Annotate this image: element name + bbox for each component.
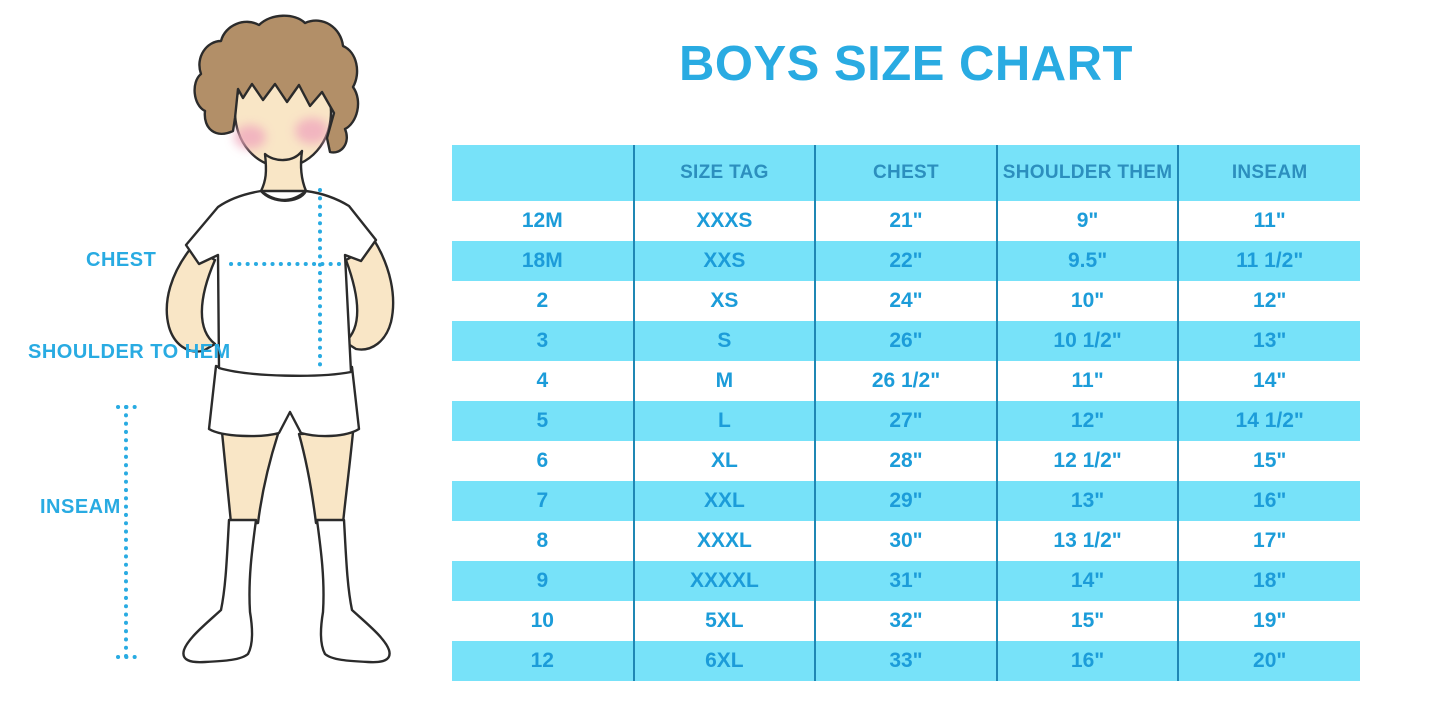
size-cell: 10 <box>530 609 554 632</box>
hair <box>193 14 360 154</box>
size-table-header: SIZE TAG CHEST SHOULDER THEM INSEAM <box>452 145 1360 201</box>
value-cell: 20" <box>1177 641 1360 681</box>
value-cell: M <box>632 361 816 401</box>
value-cell: XXL <box>632 481 816 521</box>
value-cell: 9.5" <box>995 241 1179 281</box>
value-cell: 26" <box>814 321 997 361</box>
value-cell: 27" <box>814 401 997 441</box>
size-cell: 18M <box>452 241 634 281</box>
value-cell: 13 1/2" <box>995 521 1179 561</box>
value-cell: 11" <box>995 361 1179 401</box>
value-cell: S <box>632 321 816 361</box>
boy-illustration <box>116 14 395 664</box>
cheek-right <box>295 118 329 144</box>
value-cell: XL <box>632 441 816 481</box>
size-table: SIZE TAG CHEST SHOULDER THEM INSEAM 12M XXXS… <box>452 145 1360 681</box>
table-row: 10 5XL 32" 15" 19" <box>452 601 1360 641</box>
chest-label: CHEST <box>86 249 157 271</box>
table-row: 2 XS 24" 10" 12" <box>452 281 1360 321</box>
header-cell: INSEAM <box>1177 145 1360 201</box>
value-cell: 29" <box>814 481 997 521</box>
value-cell: 33" <box>814 641 997 681</box>
size-cell: 3 <box>452 321 634 361</box>
table-row: 12 6XL 33" 16" 20" <box>452 641 1360 681</box>
value-cell: 12 1/2" <box>995 441 1179 481</box>
value-cell: XXXL <box>632 521 816 561</box>
value-cell: 11 1/2" <box>1177 241 1360 281</box>
value-cell: 14" <box>995 561 1179 601</box>
size-table-body: 12M XXXS 21" 9" 11" 18M XXS 22" 9.5" 11 1/2" 2 XS 24… <box>452 201 1360 681</box>
neck <box>259 149 308 193</box>
value-cell: 28" <box>814 441 997 481</box>
value-cell: 12" <box>995 401 1179 441</box>
table-row: 6 XL 28" 12 1/2" 15" <box>452 441 1360 481</box>
value-cell: XS <box>632 281 816 321</box>
value-cell: 12" <box>1177 281 1360 321</box>
value-cell: 13" <box>995 481 1179 521</box>
value-cell: XXXS <box>632 201 816 241</box>
size-cell: 12 <box>452 641 634 681</box>
size-cell: 9 <box>452 561 634 601</box>
value-cell: L <box>632 401 816 441</box>
value-cell: 13" <box>1177 321 1360 361</box>
value-cell: 11" <box>1177 201 1360 241</box>
table-row: 4 M 26 1/2" 11" 14" <box>452 361 1360 401</box>
value-cell: 5XL <box>632 601 816 641</box>
header-cell-empty <box>452 145 634 201</box>
value-cell: 21" <box>814 201 997 241</box>
inseam-label: INSEAM <box>40 496 121 518</box>
size-cell: 5 <box>452 401 634 441</box>
shoulder-to-hem-label: SHOULDER TO HEM <box>28 341 231 363</box>
size-cell: 6 <box>536 449 549 472</box>
right-leg <box>297 430 355 525</box>
right-sock <box>315 518 391 664</box>
value-cell: XXS <box>632 241 816 281</box>
value-cell: 18" <box>1177 561 1360 601</box>
collar-line <box>260 190 307 202</box>
table-row: 9 XXXXL 31" 14" 18" <box>452 561 1360 601</box>
header-cell: CHEST <box>814 145 997 201</box>
inseam-measure-line <box>116 405 144 659</box>
left-sock <box>182 518 258 664</box>
table-row: 7 XXL 29" 13" 16" <box>452 481 1360 521</box>
size-cell: 2 <box>536 289 549 312</box>
left-arm <box>165 246 217 353</box>
value-cell: 30" <box>814 521 997 561</box>
value-cell: 22" <box>814 241 997 281</box>
value-cell: 24" <box>814 281 997 321</box>
value-cell: 31" <box>814 561 997 601</box>
header-cell: SHOULDER THEM <box>995 145 1179 201</box>
size-cell: 8 <box>536 529 549 552</box>
value-cell: 16" <box>1177 481 1360 521</box>
value-cell: 32" <box>814 601 997 641</box>
value-cell: 15" <box>995 601 1179 641</box>
cheek-left <box>234 125 266 149</box>
right-arm <box>343 238 395 351</box>
value-cell: 10" <box>995 281 1179 321</box>
table-row: 5 L 27" 12" 14 1/2" <box>452 401 1360 441</box>
left-leg <box>220 430 280 525</box>
value-cell: 14" <box>1177 361 1360 401</box>
value-cell: 17" <box>1177 521 1360 561</box>
value-cell: 6XL <box>632 641 816 681</box>
value-cell: 26 1/2" <box>814 361 997 401</box>
value-cell: 16" <box>995 641 1179 681</box>
table-row: 12M XXXS 21" 9" 11" <box>452 201 1360 241</box>
value-cell: 9" <box>995 201 1179 241</box>
size-cell: 7 <box>452 481 634 521</box>
value-cell: 10 1/2" <box>995 321 1179 361</box>
value-cell: 15" <box>1177 441 1360 481</box>
table-row: 8 XXXL 30" 13 1/2" 17" <box>452 521 1360 561</box>
value-cell: 14 1/2" <box>1177 401 1360 441</box>
table-row: 18M XXS 22" 9.5" 11 1/2" <box>452 241 1360 281</box>
table-row: 3 S 26" 10 1/2" 13" <box>452 321 1360 361</box>
header-cell: SIZE TAG <box>632 145 816 201</box>
value-cell: 19" <box>1177 601 1360 641</box>
size-cell: 12M <box>521 209 563 232</box>
page-title: BOYS SIZE CHART <box>679 37 1133 91</box>
size-cell: 4 <box>536 369 549 392</box>
header-row: SIZE TAG CHEST SHOULDER THEM INSEAM <box>452 145 1360 201</box>
value-cell: XXXXL <box>632 561 816 601</box>
